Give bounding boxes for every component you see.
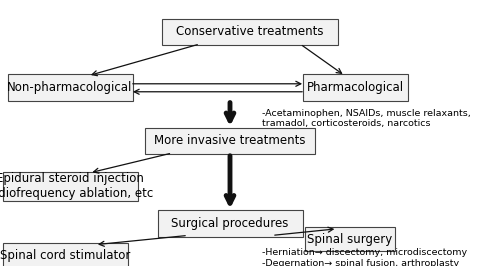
Text: Non-pharmacological: Non-pharmacological (8, 81, 132, 94)
FancyBboxPatch shape (8, 74, 132, 101)
Text: More invasive treatments: More invasive treatments (154, 135, 306, 147)
Text: -Herniation→ discectomy, microdiscectomy
-Degernation→ spinal fusion, arthroplas: -Herniation→ discectomy, microdiscectomy… (262, 248, 468, 266)
FancyBboxPatch shape (302, 74, 408, 101)
Text: Conservative treatments: Conservative treatments (176, 26, 324, 38)
Text: Surgical procedures: Surgical procedures (172, 217, 288, 230)
FancyBboxPatch shape (162, 19, 338, 45)
Text: Spinal cord stimulator: Spinal cord stimulator (0, 249, 130, 262)
Text: -Acetaminophen, NSAIDs, muscle relaxants,
tramadol, corticosteroids, narcotics: -Acetaminophen, NSAIDs, muscle relaxants… (262, 109, 471, 128)
FancyBboxPatch shape (2, 172, 138, 201)
FancyBboxPatch shape (305, 227, 395, 251)
Text: Epidural steroid injection
radiofrequency ablation, etc: Epidural steroid injection radiofrequenc… (0, 172, 154, 200)
Text: Pharmacological: Pharmacological (306, 81, 404, 94)
FancyBboxPatch shape (2, 243, 128, 266)
FancyBboxPatch shape (158, 210, 302, 237)
FancyBboxPatch shape (145, 128, 315, 154)
Text: Spinal surgery: Spinal surgery (308, 233, 392, 246)
